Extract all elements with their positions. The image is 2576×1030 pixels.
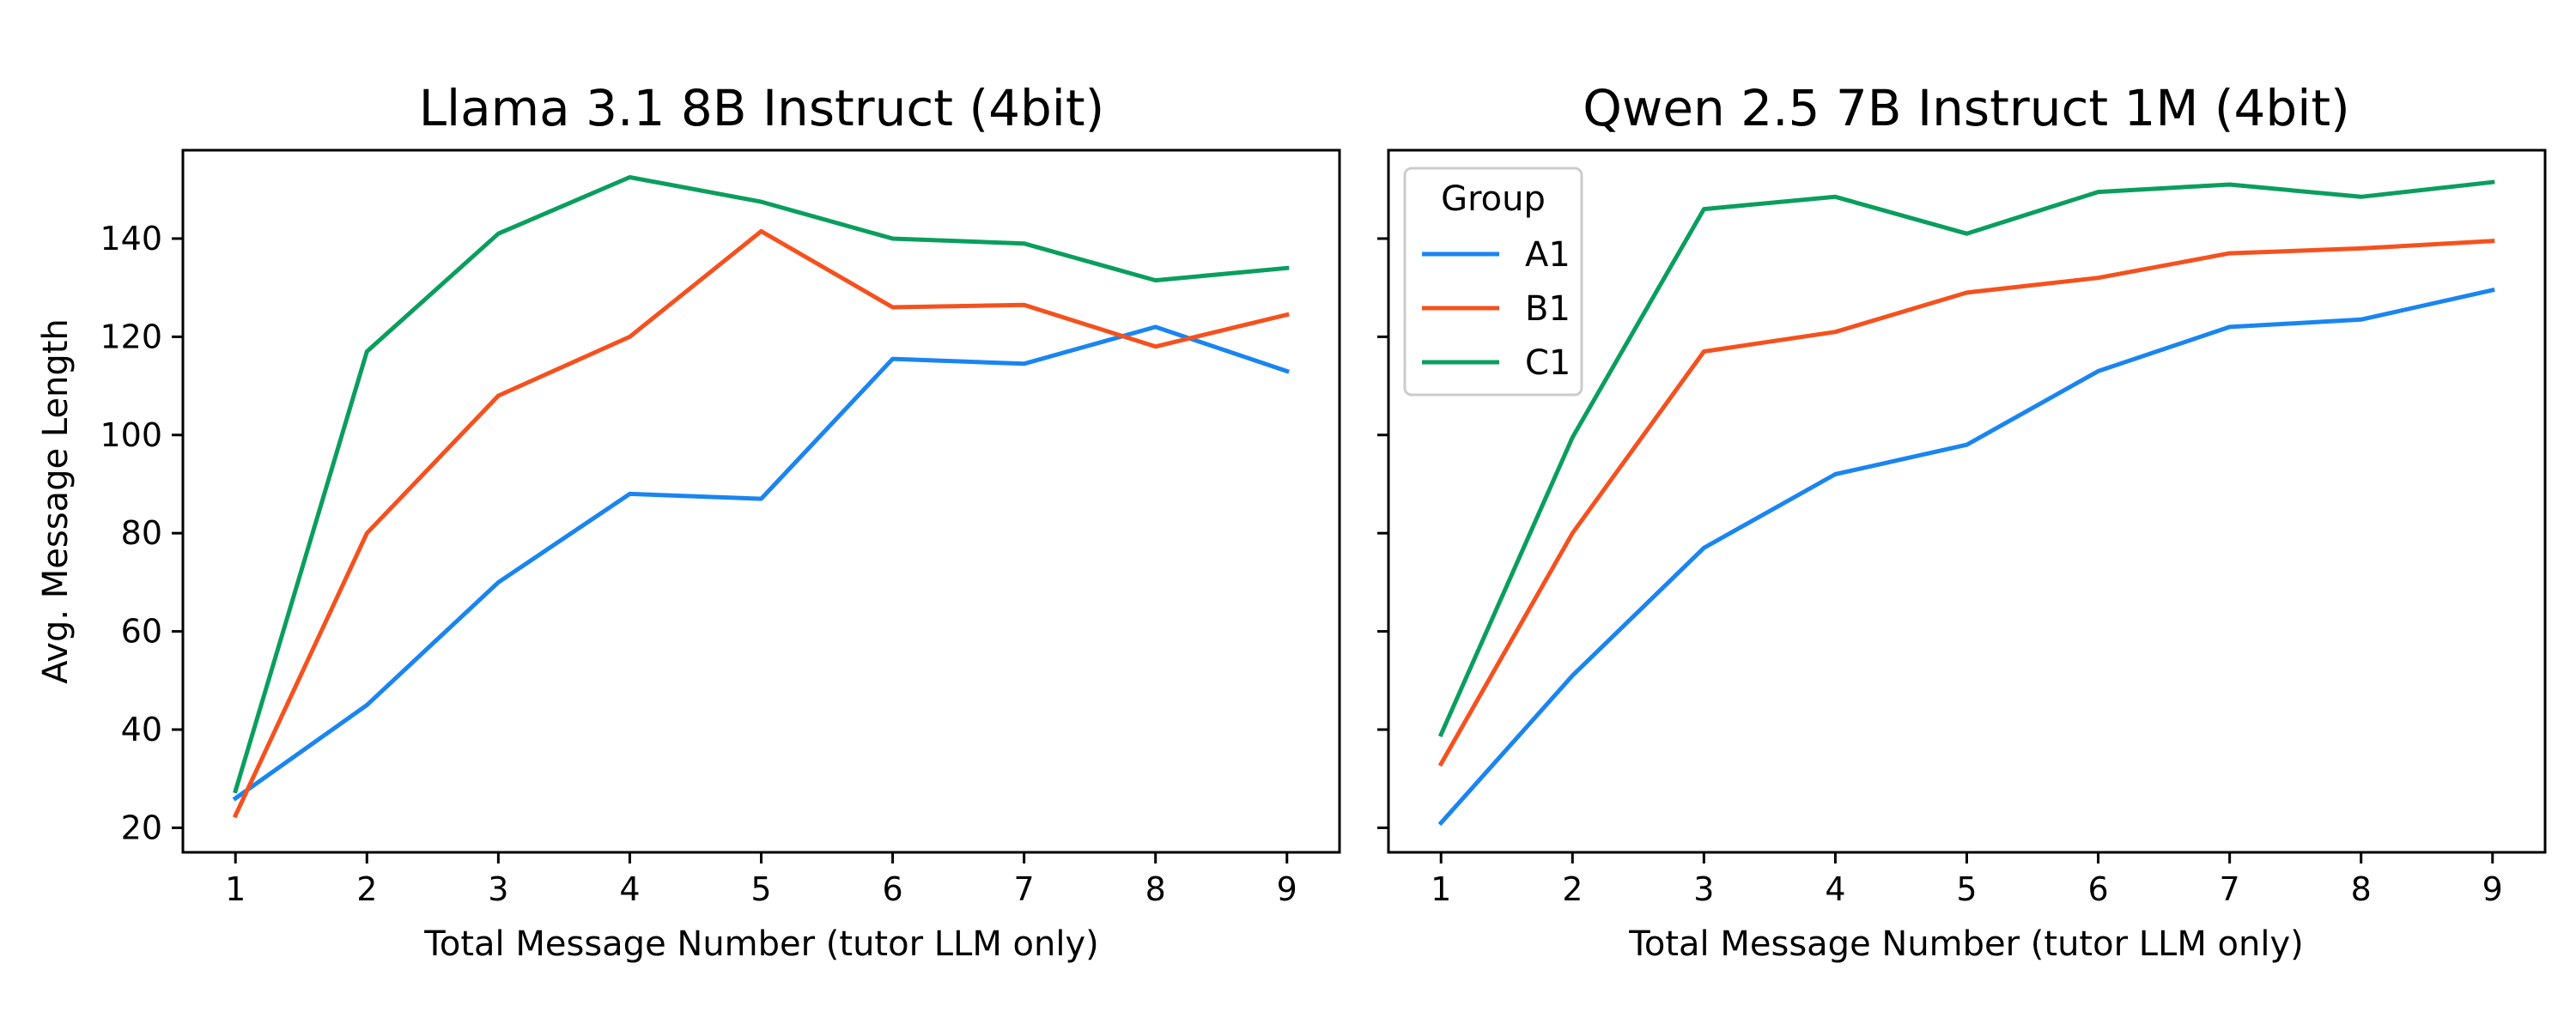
legend-label-c1: C1: [1525, 343, 1571, 383]
y-tick-label: 40: [121, 711, 162, 748]
series-line-c1: [233, 175, 1290, 794]
y-tick-label: 60: [121, 613, 162, 651]
x-tick-label: 1: [225, 870, 246, 908]
x-tick-label: 8: [1145, 870, 1166, 908]
chart-panel-qwen: Qwen 2.5 7B Instruct 1M (4bit) 1 2 3 4 5 6 7 8 9…: [1377, 79, 2547, 964]
x-tick-label: 9: [2482, 870, 2503, 908]
x-tick-label: 9: [1277, 870, 1297, 908]
series-line-a1: [232, 324, 1290, 802]
x-tick-label: 6: [882, 870, 902, 908]
x-tick-label: 8: [2351, 870, 2372, 908]
x-tick-label: 2: [1562, 870, 1583, 908]
y-tick-label: 100: [100, 416, 162, 454]
x-tick-label: 5: [750, 870, 771, 908]
x-tick-label: 7: [1014, 870, 1035, 908]
x-tick-label: 3: [488, 870, 508, 908]
x-axis-label: Total Message Number (tutor LLM only): [1628, 924, 2304, 964]
x-tick-label: 4: [1825, 870, 1845, 908]
y-axis-label: Avg. Message Length: [36, 318, 76, 684]
y-tick-label: 120: [100, 318, 162, 355]
x-tick-label: 4: [619, 870, 640, 908]
plot-area-frame: [1387, 148, 2547, 854]
legend: Group A1 B1 C1: [1403, 167, 1583, 397]
legend-label-b1: B1: [1525, 289, 1571, 329]
x-axis-label: Total Message Number (tutor LLM only): [423, 924, 1099, 964]
plot-area-frame: [181, 148, 1341, 854]
x-tick-label: 5: [1956, 870, 1977, 908]
chart-title: Qwen 2.5 7B Instruct 1M (4bit): [1583, 79, 2349, 137]
x-tick-label: 7: [2220, 870, 2240, 908]
legend-label-a1: A1: [1525, 235, 1571, 275]
x-tick-label: 6: [2087, 870, 2108, 908]
y-tick-label: 20: [121, 809, 162, 846]
chart-title: Llama 3.1 8B Instruct (4bit): [419, 79, 1105, 137]
series-line-c1: [1437, 179, 2495, 737]
x-tick-label: 2: [356, 870, 377, 908]
series-line-b1: [232, 228, 1290, 819]
x-tick-label: 1: [1431, 870, 1451, 908]
y-tick-label: 80: [121, 514, 162, 552]
legend-box: [1403, 167, 1583, 397]
series-line-b1: [1437, 239, 2495, 767]
series-line-a1: [1437, 288, 2495, 827]
chart-panel-llama: Llama 3.1 8B Instruct (4bit) 1 2 3 4 5 6 7 8 9 20…: [36, 79, 1341, 964]
x-tick-label: 3: [1693, 870, 1714, 908]
y-tick-label: 140: [100, 220, 162, 258]
legend-title: Group: [1441, 179, 1546, 219]
